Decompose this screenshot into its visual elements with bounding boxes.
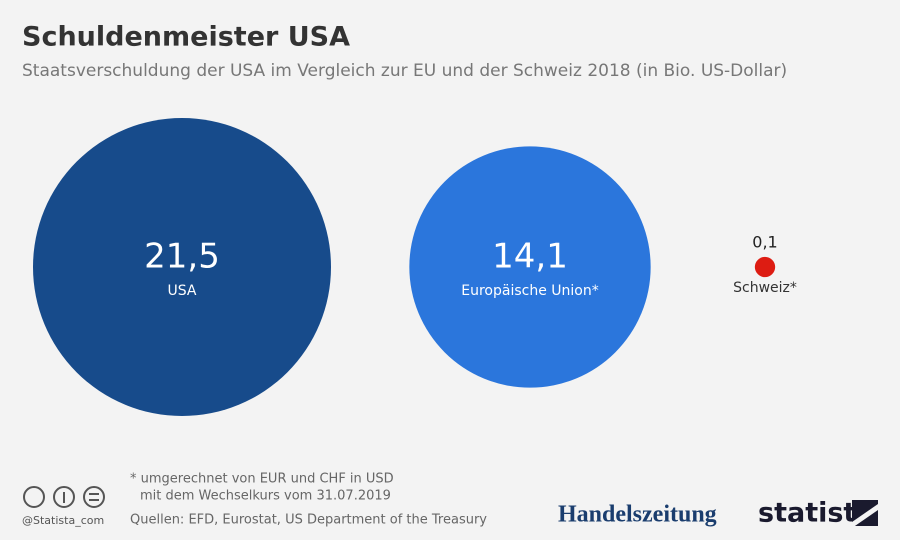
category-label: USA: [168, 283, 197, 299]
value-label: 21,5: [144, 237, 220, 277]
category-label: Europäische Union*: [461, 283, 598, 299]
partner-logo: Handelszeitung: [558, 502, 717, 528]
bubble: [33, 118, 331, 416]
note: mit dem Wechselkurs vom 31.07.2019: [140, 489, 391, 504]
handle: @Statista_com: [22, 514, 104, 527]
chart-title: Schuldenmeister USA: [22, 22, 350, 53]
chart-subtitle: Staatsverschuldung der USA im Vergleich …: [22, 61, 787, 81]
sources: Quellen: EFD, Eurostat, US Department of…: [130, 513, 487, 528]
bubble: [409, 146, 651, 388]
bubble: [754, 256, 776, 278]
value-label: 0,1: [752, 233, 777, 252]
cc-icons: [23, 486, 105, 508]
category-label: Schweiz*: [733, 280, 797, 296]
brand-icon: [852, 500, 878, 528]
value-label: 14,1: [492, 237, 568, 277]
note: * umgerechnet von EUR und CHF in USD: [130, 472, 394, 487]
